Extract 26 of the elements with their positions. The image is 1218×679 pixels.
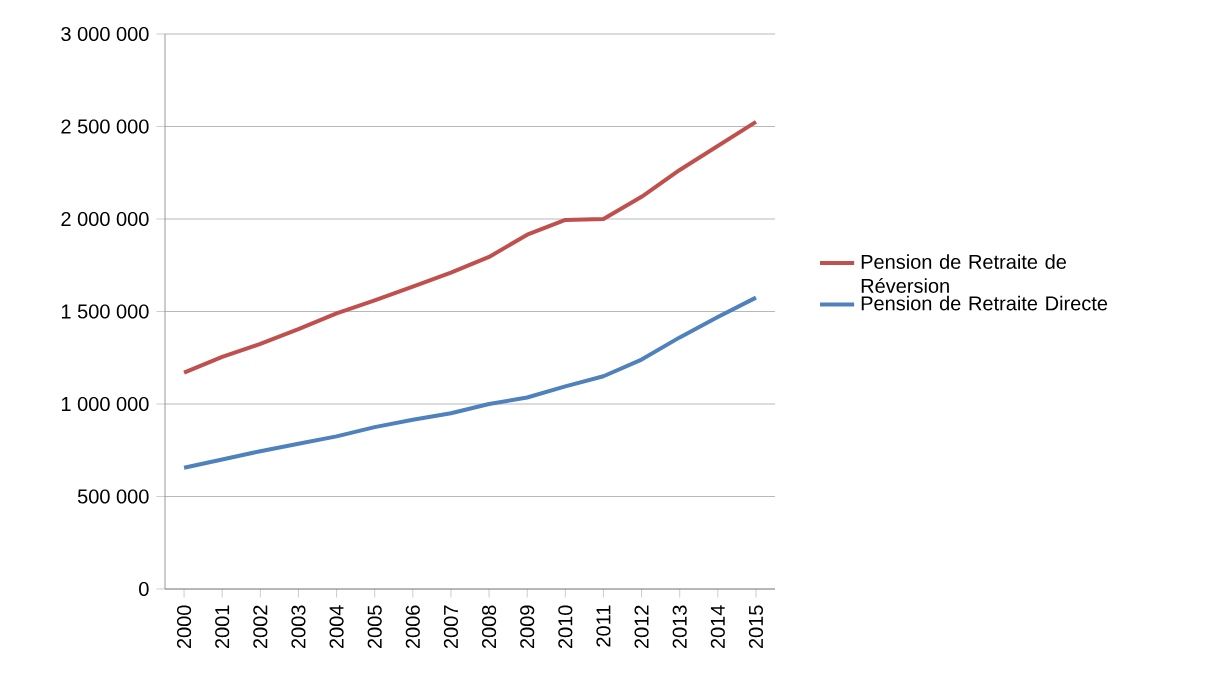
x-tick-label: 2002	[253, 605, 268, 649]
x-tick-label: 2004	[329, 605, 344, 649]
line-series	[182, 295, 758, 470]
x-tick-label: 2013	[672, 605, 687, 649]
y-tick-label: 0	[139, 581, 149, 597]
x-tick-label: 2008	[482, 605, 497, 649]
x-tick-label: 2005	[367, 605, 382, 649]
x-tick-label: 2006	[405, 605, 420, 649]
x-tick-label: 2009	[520, 605, 535, 649]
y-tick-label: 500 000	[77, 489, 149, 504]
x-tick-label: 2010	[558, 605, 573, 649]
legend-label: Pension de Retraite Directe	[861, 295, 1108, 311]
legend-label: Pension de Retraite de Réversion	[861, 254, 1067, 293]
x-tick-label: 2000	[176, 605, 192, 649]
y-tick-label: 1 000 000	[61, 396, 149, 412]
y-tick-label: 3 000 000	[61, 26, 149, 42]
y-tick-label: 2 500 000	[61, 119, 149, 134]
x-tick-label: 2015	[748, 605, 764, 649]
x-tick-label: 2014	[710, 605, 725, 649]
x-tick-label: 2001	[215, 605, 230, 649]
x-tick-label: 2012	[634, 605, 649, 649]
x-tick-label: 2003	[291, 605, 306, 649]
x-tick-label: 2007	[443, 605, 459, 649]
y-tick-label: 2 000 000	[61, 211, 149, 227]
x-tick-label: 2011	[596, 605, 611, 647]
y-tick-label: 1 500 000	[61, 304, 149, 319]
